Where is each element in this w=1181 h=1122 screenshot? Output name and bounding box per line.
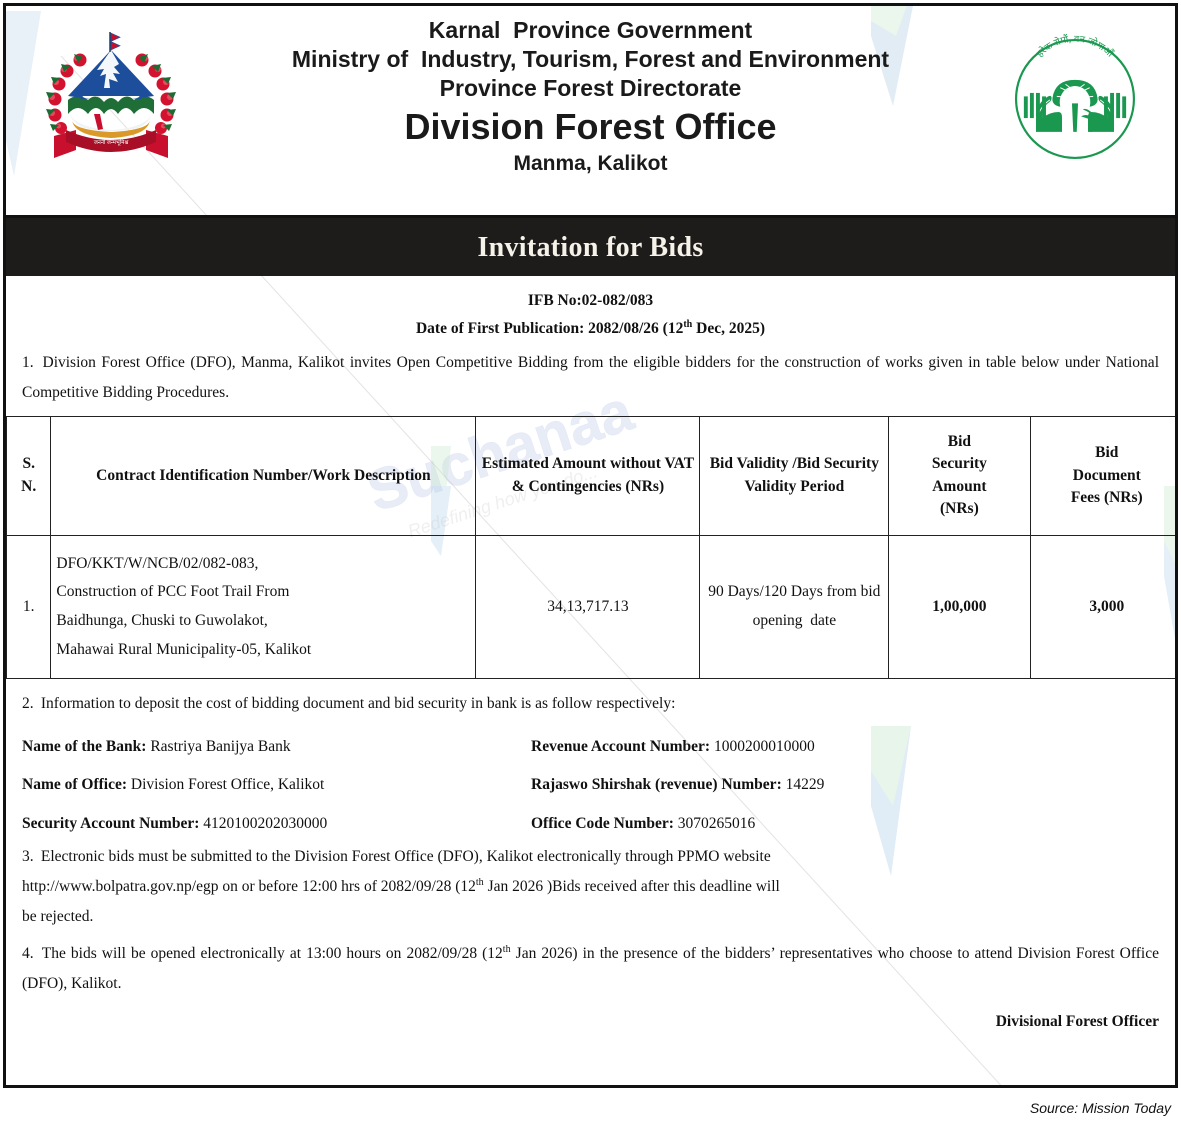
svg-text:जननी जन्मभूमिश्च: जननी जन्मभूमिश्च xyxy=(94,138,129,147)
